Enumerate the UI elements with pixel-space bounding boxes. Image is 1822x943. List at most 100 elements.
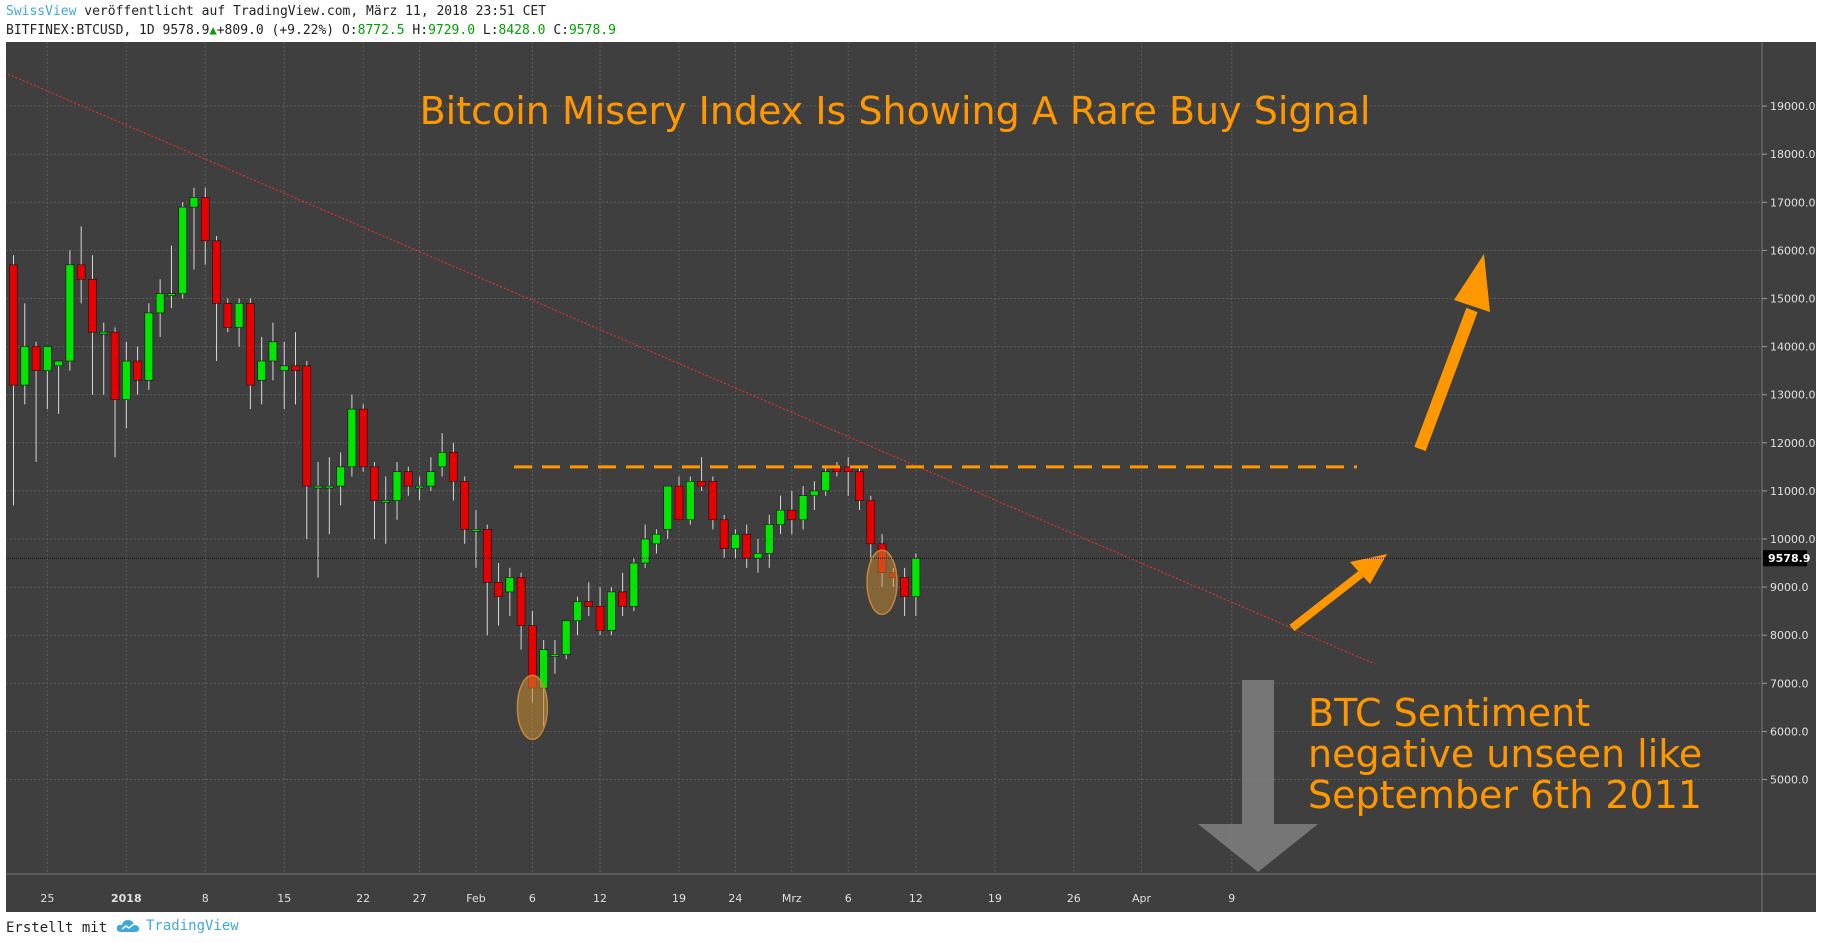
candle-body <box>54 360 63 367</box>
y-tick-label: 18000.0 <box>1770 148 1816 161</box>
candle-body <box>155 293 165 314</box>
long-up-arrow-head <box>1454 254 1490 312</box>
current-highlight-ellipse <box>866 549 898 616</box>
candle-body <box>31 346 41 371</box>
y-tick-label: 5000.0 <box>1770 774 1809 787</box>
tradingview-link[interactable]: TradingView <box>116 918 239 934</box>
low-highlight-ellipse <box>516 674 549 741</box>
candle-body <box>133 360 142 381</box>
change-text: +809.0 (+9.22%) <box>216 23 335 38</box>
candle-body <box>629 562 639 607</box>
candle-body <box>189 197 199 208</box>
candle-body <box>516 577 526 626</box>
candle-body <box>234 303 244 328</box>
candle-body <box>482 529 492 583</box>
open-label: O: <box>341 23 358 38</box>
y-tick-label: 6000.0 <box>1770 725 1809 738</box>
candle-body <box>20 346 30 386</box>
candle-body <box>595 606 605 631</box>
y-tick-label: 15000.0 <box>1770 293 1816 306</box>
x-tick-label: 2018 <box>111 892 142 905</box>
price-chart[interactable]: 5000.0 6000.0 7000.0 8000.0 9000.0 10000.0 110… <box>0 42 1822 912</box>
published-text: veröffentlicht auf TradingView.com, März… <box>76 4 547 19</box>
x-tick-label: 12 <box>909 892 923 905</box>
y-tick-label: 12000.0 <box>1770 437 1816 450</box>
candle-body <box>573 601 582 622</box>
brand-text: TradingView <box>146 918 239 934</box>
candle-body <box>392 471 402 501</box>
y-tick-label: 7000.0 <box>1770 677 1809 690</box>
candle-body <box>607 591 616 631</box>
y-tick-label: 19000.0 <box>1770 100 1816 113</box>
y-tick-label: 13000.0 <box>1770 389 1816 402</box>
candle-body <box>200 197 210 242</box>
author-link[interactable]: SwissView <box>6 4 77 19</box>
candle-body <box>731 533 740 549</box>
y-tick-label: 8000.0 <box>1770 629 1809 642</box>
candle-body <box>494 581 503 598</box>
chart-title: Bitcoin Misery Index Is Showing A Rare B… <box>420 89 1371 133</box>
y-tick-label: 10000.0 <box>1770 533 1816 546</box>
price-axis[interactable]: 5000.0 6000.0 7000.0 8000.0 9000.0 10000.0 110… <box>1762 100 1816 787</box>
sentiment-annotation: BTC Sentiment negative unseen like Septe… <box>1308 691 1702 817</box>
x-tick-label: 6 <box>529 892 536 905</box>
candle-body <box>381 500 391 503</box>
x-tick-label: 9 <box>1228 892 1235 905</box>
chart-header-line1: SwissView veröffentlicht auf TradingView… <box>6 4 546 19</box>
descending-trendline <box>7 73 1376 665</box>
candle-body <box>685 480 695 521</box>
candle-body <box>415 485 424 489</box>
candle-body <box>325 485 334 489</box>
x-tick-label: 8 <box>202 892 209 905</box>
down-arrow <box>1198 680 1318 872</box>
candle-body <box>708 480 718 521</box>
candle-body <box>178 206 187 294</box>
candle-body <box>223 303 233 328</box>
low-value: 8428.0 <box>498 23 546 38</box>
x-tick-label: 26 <box>1067 892 1081 905</box>
last-price-tag <box>1763 550 1807 567</box>
long-up-arrow-shaft <box>1414 307 1478 452</box>
candle-body <box>640 538 650 564</box>
y-tick-label: 11000.0 <box>1770 485 1816 498</box>
x-tick-label: 6 <box>845 892 852 905</box>
candle-body <box>212 240 221 304</box>
candle-body <box>719 519 729 549</box>
close-value: 9578.9 <box>568 23 616 38</box>
candle-body <box>449 452 458 482</box>
short-up-arrow-head <box>1350 554 1387 584</box>
candle-body <box>279 365 289 371</box>
symbol-text: BITFINEX:BTCUSD, 1D 9578.9 <box>6 23 210 38</box>
x-tick-label: 19 <box>672 892 686 905</box>
grid <box>6 42 1762 874</box>
candle-body <box>65 264 75 362</box>
high-label: H: <box>412 23 429 38</box>
candle-body <box>144 312 154 381</box>
trendline <box>7 73 1376 665</box>
candle-body <box>358 408 368 468</box>
candle-body <box>663 485 673 530</box>
candle-body <box>855 471 864 501</box>
candle-body <box>99 331 109 335</box>
footer: Erstellt mit TradingView <box>0 912 1822 943</box>
y-tick-label: 14000.0 <box>1770 341 1816 354</box>
candle-body <box>43 346 52 371</box>
candle-body <box>900 577 909 598</box>
candle-body <box>618 591 627 607</box>
x-tick-label: Feb <box>466 892 485 905</box>
candle-body <box>810 490 819 497</box>
candle-body <box>302 365 312 487</box>
candle-body <box>764 524 774 554</box>
x-tick-label: 22 <box>356 892 370 905</box>
candle-body <box>268 341 278 362</box>
candle-body <box>821 471 830 492</box>
candle-body <box>437 452 447 468</box>
candle-body <box>866 500 876 545</box>
high-value: 9729.0 <box>428 23 476 38</box>
low-label: L: <box>482 23 499 38</box>
candle-body <box>584 601 594 607</box>
candle-body <box>776 509 785 525</box>
overlays <box>6 254 1762 872</box>
time-axis[interactable]: 25 2018 8 15 22 27 Feb 6 12 19 24 Mrz 6 12 19 26 Apr 9 <box>40 892 1235 905</box>
x-tick-label: 15 <box>277 892 291 905</box>
